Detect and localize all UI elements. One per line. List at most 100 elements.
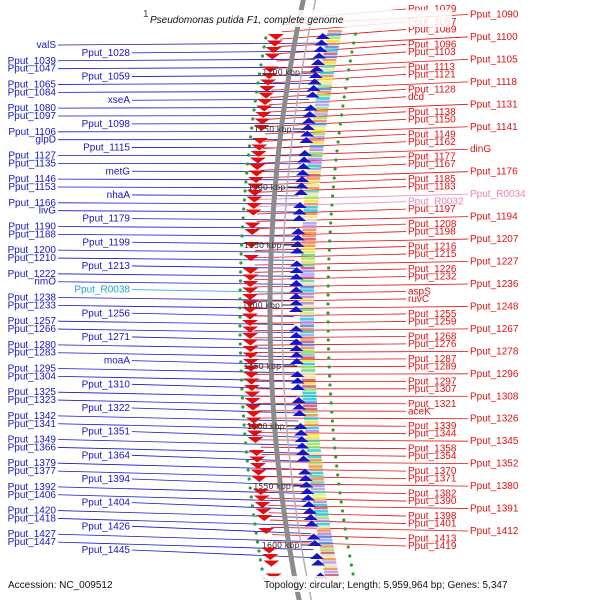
label-connector	[259, 432, 407, 435]
gene-arrow-plus	[245, 417, 262, 424]
gene-label: nhaA	[107, 190, 131, 201]
gene-label: Pput_1233	[8, 300, 57, 311]
label-connector	[57, 90, 311, 93]
feature-block	[309, 148, 324, 151]
feature-block	[305, 180, 320, 183]
gc-dot	[255, 540, 260, 544]
gc-dot	[238, 315, 242, 319]
gene-label: Pput_1199	[82, 237, 130, 248]
feature-block	[312, 497, 327, 500]
gene-label: Pput_1090	[470, 9, 519, 20]
gc-dot	[329, 221, 333, 225]
label-connector	[257, 208, 407, 215]
gene-arrow-minus	[309, 553, 324, 559]
gene-label: Pput_1039	[8, 56, 57, 67]
gc-dot	[241, 216, 245, 220]
gene-arrow-minus	[297, 150, 312, 156]
gene-arrow-plus	[250, 151, 267, 157]
feature-block	[323, 567, 338, 571]
gene-arrow-plus	[242, 281, 259, 287]
feature-block	[300, 334, 315, 337]
gene-arrows	[242, 33, 330, 580]
feature-block	[309, 145, 324, 148]
feature-block	[303, 212, 318, 215]
feature-block	[313, 506, 328, 510]
gc-dot	[239, 261, 243, 265]
gene-label: Pput_1344	[408, 429, 457, 440]
gene-arrow-plus	[245, 411, 262, 417]
gene-arrow-plus	[263, 560, 280, 567]
feature-rings	[238, 0, 357, 600]
gene-arrow-plus	[258, 528, 275, 534]
label-connector	[131, 74, 313, 77]
gc-dot	[326, 320, 330, 324]
gc-dot	[247, 144, 252, 148]
feature-block	[319, 74, 334, 78]
feature-block	[307, 455, 322, 459]
feature-block	[302, 231, 317, 235]
feature-block	[313, 113, 328, 116]
gene-label: ruvC	[408, 294, 429, 305]
gene-arrow-minus	[308, 72, 323, 78]
gene-arrow-plus	[251, 144, 268, 151]
gene-arrow-plus	[246, 196, 263, 203]
feature-block	[307, 458, 322, 462]
gc-dot	[251, 117, 255, 121]
gene-arrow-plus	[249, 157, 266, 164]
gene-arrow-minus	[289, 267, 304, 273]
gc-dot	[256, 81, 260, 85]
gene-arrow-minus	[303, 514, 318, 520]
gc-dot	[240, 396, 244, 400]
gene-arrow-plus	[242, 359, 259, 365]
gc-dot	[339, 500, 343, 504]
feature-block	[322, 58, 337, 62]
label-connector	[276, 51, 407, 62]
label-connector	[255, 238, 469, 244]
feature-block	[302, 385, 316, 388]
gc-dot	[336, 140, 340, 144]
gene-arrow-minus	[289, 358, 304, 364]
label-connector	[57, 518, 310, 526]
feature-block	[305, 183, 320, 187]
gc-dot	[238, 306, 242, 310]
gc-dot	[337, 131, 341, 135]
gc-dot	[329, 401, 333, 405]
feature-block	[300, 337, 315, 340]
label-connector	[131, 336, 295, 342]
gene-label: rimO	[34, 277, 56, 288]
feature-block	[300, 289, 315, 292]
gc-dot	[242, 207, 246, 211]
gene-arrow-minus	[292, 202, 307, 208]
gene-label: Pput_1128	[408, 84, 456, 95]
feature-block	[315, 103, 329, 107]
label-connector	[263, 141, 407, 149]
feature-block	[304, 193, 319, 196]
feature-block	[300, 260, 315, 263]
gc-dot	[257, 72, 262, 76]
feature-block	[310, 135, 325, 139]
gc-dot	[327, 248, 331, 252]
gene-label: Pput_1226	[408, 264, 457, 275]
feature-block	[315, 519, 330, 523]
feature-block	[307, 161, 322, 164]
gene-label: Pput_1257	[8, 316, 57, 327]
label-connector	[57, 202, 298, 205]
gc-dot	[338, 122, 342, 126]
gene-arrow-plus	[243, 242, 260, 248]
gene-label: Pput_1371	[408, 474, 457, 485]
gc-dot	[331, 185, 335, 189]
feature-block	[301, 247, 316, 251]
feature-block	[300, 276, 315, 279]
gene-label: Pput_1380	[470, 481, 519, 492]
feature-block	[301, 257, 315, 260]
gene-arrow-minus	[291, 228, 306, 234]
gene-label: Pput_1200	[8, 245, 57, 256]
feature-block	[301, 366, 316, 369]
label-connector	[131, 525, 311, 535]
gene-label: Pput_1106	[8, 127, 56, 138]
gene-label: Pput_1345	[470, 436, 519, 447]
tick-label: 1250 kbp	[254, 125, 292, 134]
gene-label: Pput_1105	[470, 54, 518, 65]
gc-dot	[245, 459, 249, 463]
gene-arrow-plus	[243, 372, 260, 378]
